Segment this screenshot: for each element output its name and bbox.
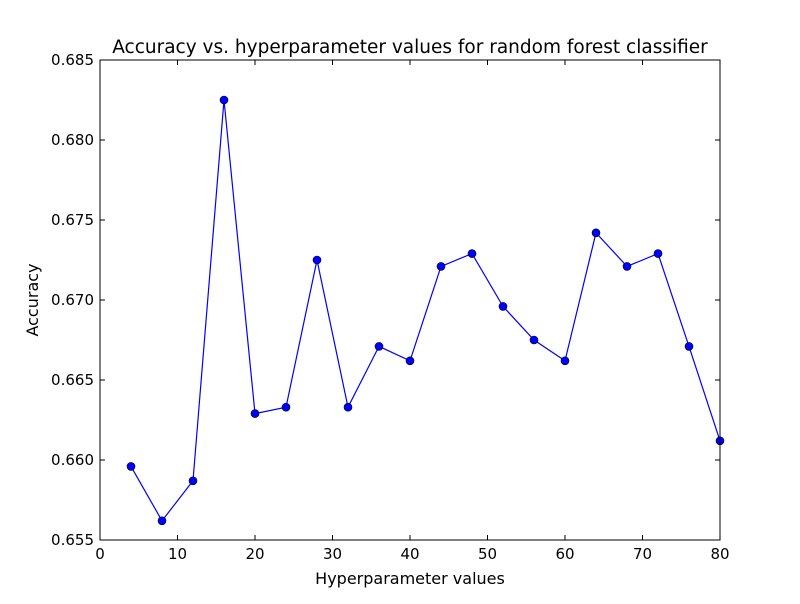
y-tick-label: 0.685 bbox=[51, 51, 94, 69]
x-tick-label: 10 bbox=[168, 545, 187, 563]
data-point bbox=[560, 356, 570, 366]
data-point bbox=[529, 335, 539, 345]
plot-frame bbox=[99, 59, 721, 541]
x-tick-label: 80 bbox=[710, 545, 729, 563]
data-point bbox=[250, 409, 260, 418]
series-line bbox=[130, 99, 721, 522]
x-tick-label: 30 bbox=[323, 545, 342, 563]
chart-title: Accuracy vs. hyperparameter values for r… bbox=[112, 37, 708, 58]
data-point bbox=[126, 462, 136, 471]
x-tick-label: 50 bbox=[478, 545, 497, 563]
y-tick-label: 0.660 bbox=[51, 451, 94, 469]
x-tick-label: 60 bbox=[555, 545, 574, 563]
data-point bbox=[622, 262, 632, 271]
y-tick-label: 0.680 bbox=[51, 131, 94, 149]
data-point bbox=[467, 249, 477, 258]
x-axis-label: Hyperparameter values bbox=[315, 569, 505, 588]
data-point bbox=[684, 342, 694, 351]
data-point bbox=[498, 302, 508, 311]
data-point bbox=[188, 476, 198, 486]
data-point bbox=[343, 402, 353, 412]
y-tick-label: 0.655 bbox=[51, 531, 94, 549]
data-point bbox=[219, 95, 229, 105]
x-tick-label: 0 bbox=[95, 545, 105, 563]
x-tick-label: 20 bbox=[245, 545, 264, 563]
y-axis-label: Accuracy bbox=[23, 263, 42, 336]
data-point bbox=[591, 228, 601, 238]
data-point bbox=[405, 356, 415, 366]
y-tick-label: 0.675 bbox=[51, 211, 94, 229]
data-point bbox=[653, 249, 663, 258]
data-point bbox=[374, 342, 384, 351]
data-point bbox=[312, 255, 322, 265]
data-point bbox=[436, 262, 446, 271]
x-tick-label: 70 bbox=[633, 545, 652, 563]
y-tick-label: 0.665 bbox=[51, 371, 94, 389]
y-tick-label: 0.670 bbox=[51, 291, 94, 309]
data-point bbox=[281, 402, 291, 412]
data-point bbox=[157, 516, 167, 526]
x-tick-label: 40 bbox=[400, 545, 419, 563]
